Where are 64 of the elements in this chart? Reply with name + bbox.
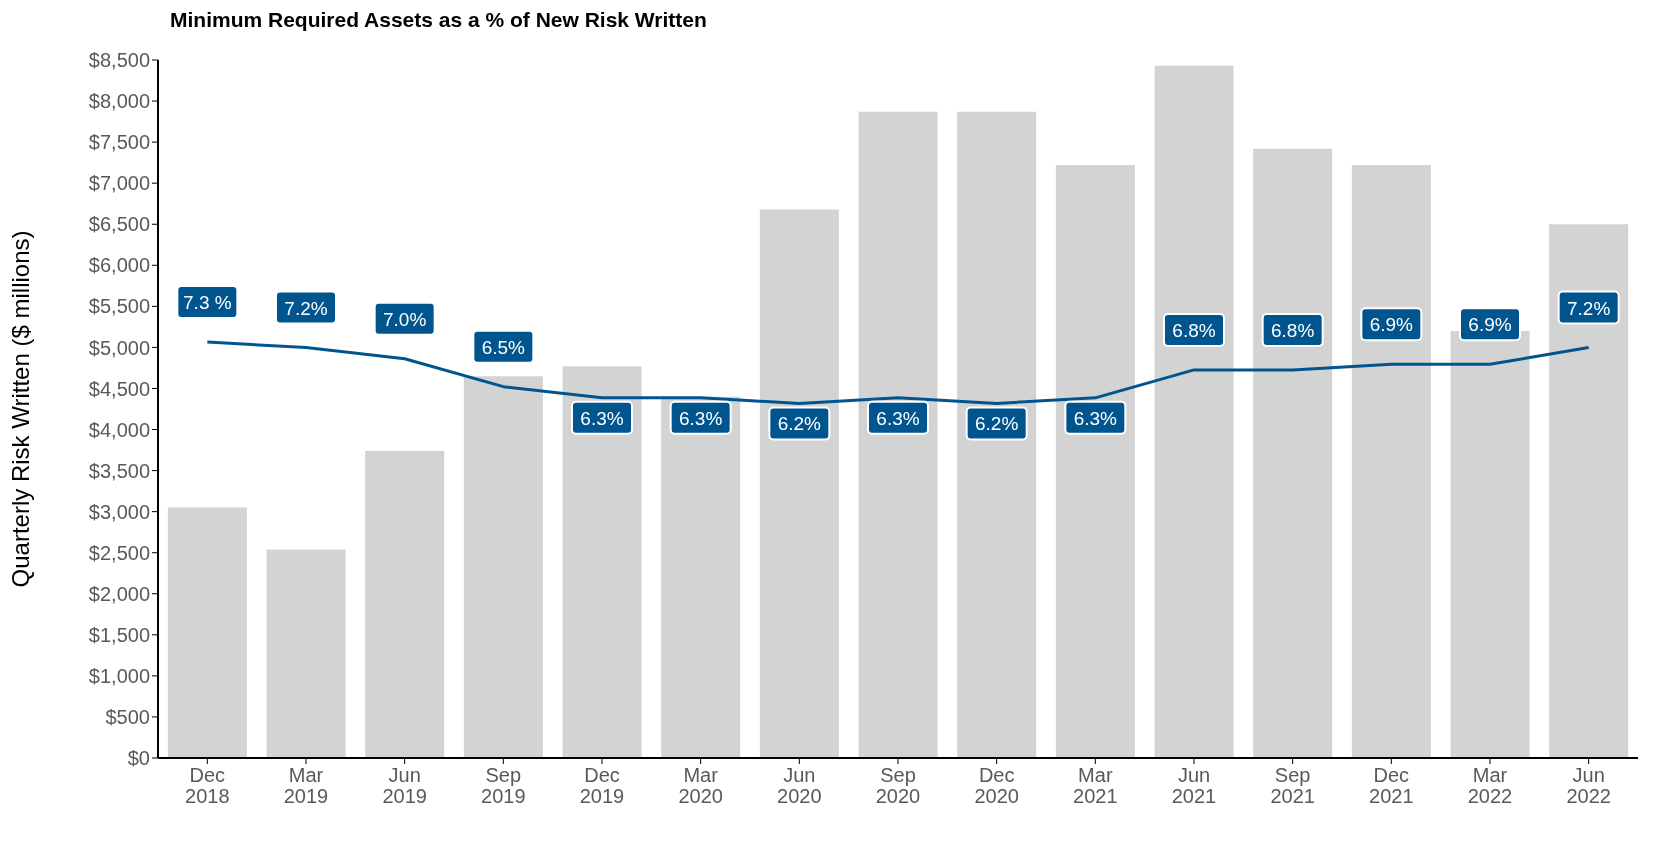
y-tick-label: $5,000 (88, 336, 150, 359)
y-tick-label: $6,000 (88, 254, 150, 277)
y-tick-label: $6,500 (88, 213, 150, 236)
data-label: 6.9% (1468, 314, 1512, 336)
x-tick-label: Dec 2019 (579, 764, 625, 807)
y-tick-label: $1,000 (88, 664, 150, 687)
x-tick-label: Jun 2022 (1566, 764, 1611, 807)
data-label: 7.0% (383, 308, 427, 330)
data-label: 7.2% (1567, 297, 1611, 319)
data-label: 6.9% (1369, 314, 1414, 336)
bar (858, 111, 938, 758)
data-label: 6.2% (777, 413, 822, 435)
bar (1253, 148, 1333, 758)
x-tick-label: Dec 2020 (974, 764, 1019, 807)
x-tick-label: Mar 2022 (1467, 764, 1513, 807)
bar (1351, 165, 1431, 758)
data-label: 7.2% (284, 297, 328, 319)
x-tick-label: Dec 2018 (185, 764, 230, 807)
x-tick-label: Mar 2020 (678, 764, 723, 807)
data-label: 6.2% (975, 413, 1019, 435)
x-tick-label: Dec 2021 (1369, 764, 1414, 807)
y-tick-label: $8,500 (88, 49, 150, 72)
data-label: 7.3 % (183, 291, 232, 313)
x-tick-label: Mar 2021 (1073, 764, 1118, 807)
y-tick-label: $7,500 (88, 131, 150, 154)
y-tick-label: $4,000 (88, 418, 150, 441)
x-tick-label: Jun 2021 (1171, 764, 1217, 807)
data-label: 6.8% (1271, 319, 1315, 341)
bar (266, 549, 346, 758)
y-tick-label: $2,000 (88, 582, 150, 605)
x-tick-label: Jun 2020 (777, 764, 822, 807)
y-tick-label: $7,000 (88, 172, 150, 195)
y-tick-label: $0 (127, 747, 150, 770)
chart-title: Minimum Required Assets as a % of New Risk Written (170, 8, 707, 32)
x-tick-label: Sep 2019 (481, 764, 526, 807)
bar (957, 111, 1037, 758)
data-label: 6.8% (1172, 319, 1216, 341)
y-axis-title: Quarterly Risk Written ($ millions) (6, 230, 34, 588)
bar (463, 376, 543, 758)
y-tick-label: $5,500 (88, 295, 150, 318)
bar (759, 209, 839, 758)
y-tick-label: $4,500 (88, 377, 150, 400)
x-tick-label: Sep 2021 (1270, 764, 1315, 807)
bar (1549, 224, 1629, 758)
x-tick-label: Jun 2019 (382, 764, 427, 807)
y-tick-label: $2,500 (88, 541, 150, 564)
data-label: 6.3% (679, 407, 723, 429)
y-tick-label: $1,500 (88, 623, 150, 646)
x-tick-label: Mar 2019 (283, 764, 329, 807)
bar (1154, 65, 1234, 758)
bar (167, 507, 247, 758)
bar (562, 366, 642, 758)
data-label: 6.5% (481, 336, 526, 358)
y-tick-label: $500 (105, 706, 150, 729)
y-tick-label: $3,500 (88, 459, 150, 482)
data-label: 6.3% (580, 407, 624, 429)
bar (365, 450, 445, 758)
y-tick-label: $3,000 (88, 500, 150, 523)
bar (661, 396, 741, 758)
data-label: 6.3% (1073, 407, 1118, 429)
bar (1055, 165, 1135, 758)
data-label: 6.3% (876, 407, 920, 429)
x-tick-label: Sep 2020 (875, 764, 921, 807)
y-tick-label: $8,000 (88, 90, 150, 113)
